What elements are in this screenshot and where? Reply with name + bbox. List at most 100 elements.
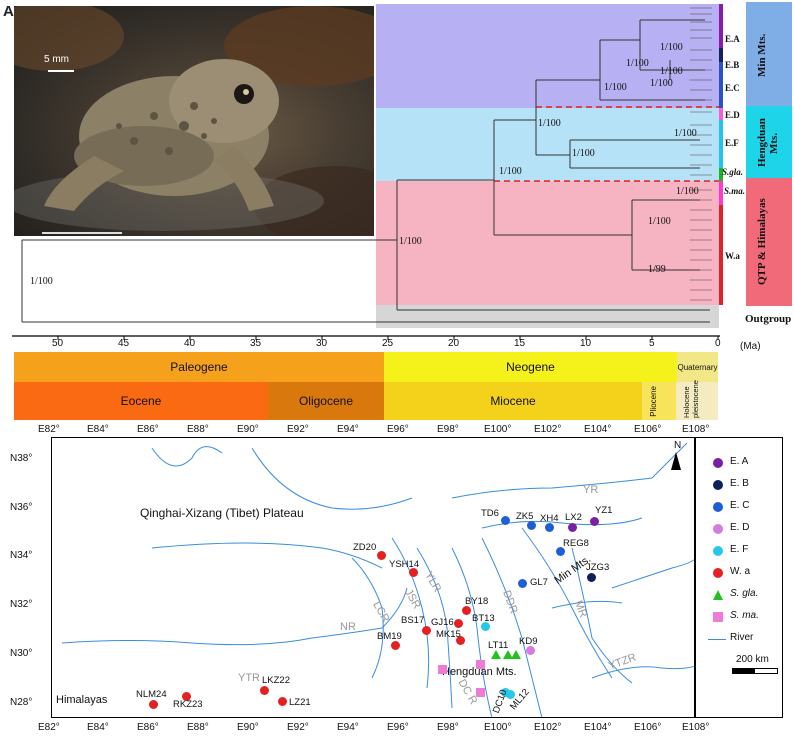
lon-top-100: E100° — [484, 424, 512, 435]
epoch-pliocene: Pliocene — [642, 382, 676, 420]
site-marker-bm19[interactable] — [391, 641, 400, 650]
site-label-lkz22: LKZ22 — [262, 675, 290, 686]
river-network — [61, 442, 694, 717]
lon-bottom-100: E100° — [484, 722, 512, 733]
site-label-lz21: LZ21 — [289, 697, 311, 708]
lon-top-84: E84° — [87, 424, 109, 435]
site-marker-bt13[interactable] — [481, 622, 490, 631]
lon-top-90: E90° — [237, 424, 259, 435]
site-marker-jzg3[interactable] — [587, 573, 596, 582]
clade-bar-sma — [719, 181, 723, 205]
site-marker-by18[interactable] — [462, 606, 471, 615]
site-marker-yz1[interactable] — [590, 517, 599, 526]
site-marker-td6[interactable] — [501, 516, 510, 525]
site-marker-lkz22[interactable] — [260, 686, 269, 695]
group-label-outgroup: Outgroup — [745, 313, 792, 325]
site-marker-xh4[interactable] — [545, 523, 554, 532]
site-marker-sma-2[interactable] — [476, 660, 485, 669]
legend-eb-dot — [713, 480, 723, 490]
lon-bottom-106: E106° — [634, 722, 662, 733]
legend-sma-square — [713, 612, 723, 622]
epoch-holocene-label: Holocene pleistocene — [682, 380, 700, 418]
root-support-label: 1/100 — [30, 276, 53, 287]
legend-sgla-label: S. gla. — [730, 588, 759, 599]
lon-bottom-92: E92° — [287, 722, 309, 733]
photo-scale-bar — [48, 70, 74, 72]
site-marker-ysh14[interactable] — [409, 568, 418, 577]
lon-top-92: E92° — [287, 424, 309, 435]
axis-tick-45: 45 — [118, 338, 130, 349]
group-box-min — [746, 2, 792, 106]
clade-label-sgla: S.gla. — [722, 167, 744, 177]
site-marker-lt11-b[interactable] — [503, 650, 513, 659]
legend-wa-dot — [713, 568, 723, 578]
lon-top-88: E88° — [187, 424, 209, 435]
legend-ec-dot — [713, 502, 723, 512]
clade-label-ef: E.F — [725, 138, 739, 148]
site-marker-gj16[interactable] — [454, 619, 463, 628]
lon-bottom-88: E88° — [187, 722, 209, 733]
site-marker-lt11-c[interactable] — [511, 650, 521, 659]
site-label-kd9: KD9 — [519, 636, 538, 647]
group-box-qtp — [746, 178, 792, 306]
site-marker-zd20[interactable] — [377, 551, 386, 560]
site-marker-kd9[interactable] — [526, 646, 535, 655]
site-marker-gl7[interactable] — [518, 579, 527, 588]
axis-tick-10: 10 — [580, 338, 592, 349]
legend-sgla-triangle — [713, 590, 723, 600]
band-hengduan — [376, 108, 719, 181]
site-label-reg8: REG8 — [563, 538, 589, 549]
group-label-hengduan: Hengduan Mts. — [756, 118, 780, 168]
site-marker-dc10[interactable] — [501, 688, 510, 697]
site-marker-lz21[interactable] — [278, 697, 287, 706]
legend-ec-label: E. C — [730, 500, 750, 511]
lon-top-98: E98° — [437, 424, 459, 435]
photo-ruler — [42, 232, 122, 234]
north-arrow-label: N — [674, 440, 682, 451]
site-label-lx2: LX2 — [565, 512, 582, 523]
site-marker-sma-3[interactable] — [476, 688, 485, 697]
lat-left-32: N32° — [10, 599, 33, 610]
lon-bottom-98: E98° — [437, 722, 459, 733]
node-support-4: 1/100 — [572, 148, 595, 159]
map-area: Qinghai-Xizang (Tibet) Plateau Himalayas… — [51, 437, 695, 718]
site-label-bm19: BM19 — [377, 631, 402, 642]
site-label-rkz23: RKZ23 — [173, 699, 203, 710]
toad-illustration — [14, 6, 374, 236]
panel-a-letter: A — [3, 3, 14, 20]
site-label-lt11: LT11 — [488, 640, 509, 651]
site-marker-lx2[interactable] — [568, 523, 577, 532]
label-hengduan: Hengduan Mts. — [442, 666, 517, 678]
lon-top-104: E104° — [584, 424, 612, 435]
lon-bottom-84: E84° — [87, 722, 109, 733]
site-marker-nlm24[interactable] — [149, 700, 158, 709]
legend-ef-label: E. F — [730, 544, 749, 555]
epoch-oligocene: Oligocene — [268, 382, 384, 420]
node-support-12: 1/100 — [648, 216, 671, 227]
period-quaternary: Quaternary — [677, 352, 718, 382]
label-plateau: Qinghai-Xizang (Tibet) Plateau — [140, 506, 304, 520]
site-marker-rkz23[interactable] — [182, 692, 191, 701]
site-marker-reg8[interactable] — [556, 547, 565, 556]
clade-label-wa: W.a — [725, 251, 740, 261]
site-marker-bs17[interactable] — [422, 626, 431, 635]
axis-tick-35: 35 — [250, 338, 262, 349]
lat-left-38: N38° — [10, 453, 33, 464]
site-marker-sma-1[interactable] — [438, 665, 447, 674]
clade-bar-ed — [719, 108, 723, 120]
photo-scale-label: 5 mm — [44, 54, 69, 65]
site-label-zd20: ZD20 — [353, 542, 377, 553]
site-marker-zk5[interactable] — [527, 521, 536, 530]
phylogenetic-tree — [12, 2, 792, 340]
legend-eb-label: E. B — [730, 478, 749, 489]
axis-tick-30: 30 — [316, 338, 328, 349]
epoch-pliocene-label: Pliocene — [649, 386, 658, 417]
node-support-2: 1/100 — [499, 166, 522, 177]
lon-top-106: E106° — [634, 424, 662, 435]
site-marker-lt11-a[interactable] — [491, 650, 501, 659]
lat-left-30: N30° — [10, 648, 33, 659]
site-marker-ml12[interactable] — [506, 690, 515, 699]
site-marker-mk15[interactable] — [456, 636, 465, 645]
lon-top-94: E94° — [337, 424, 359, 435]
node-support-5: 1/100 — [604, 82, 627, 93]
